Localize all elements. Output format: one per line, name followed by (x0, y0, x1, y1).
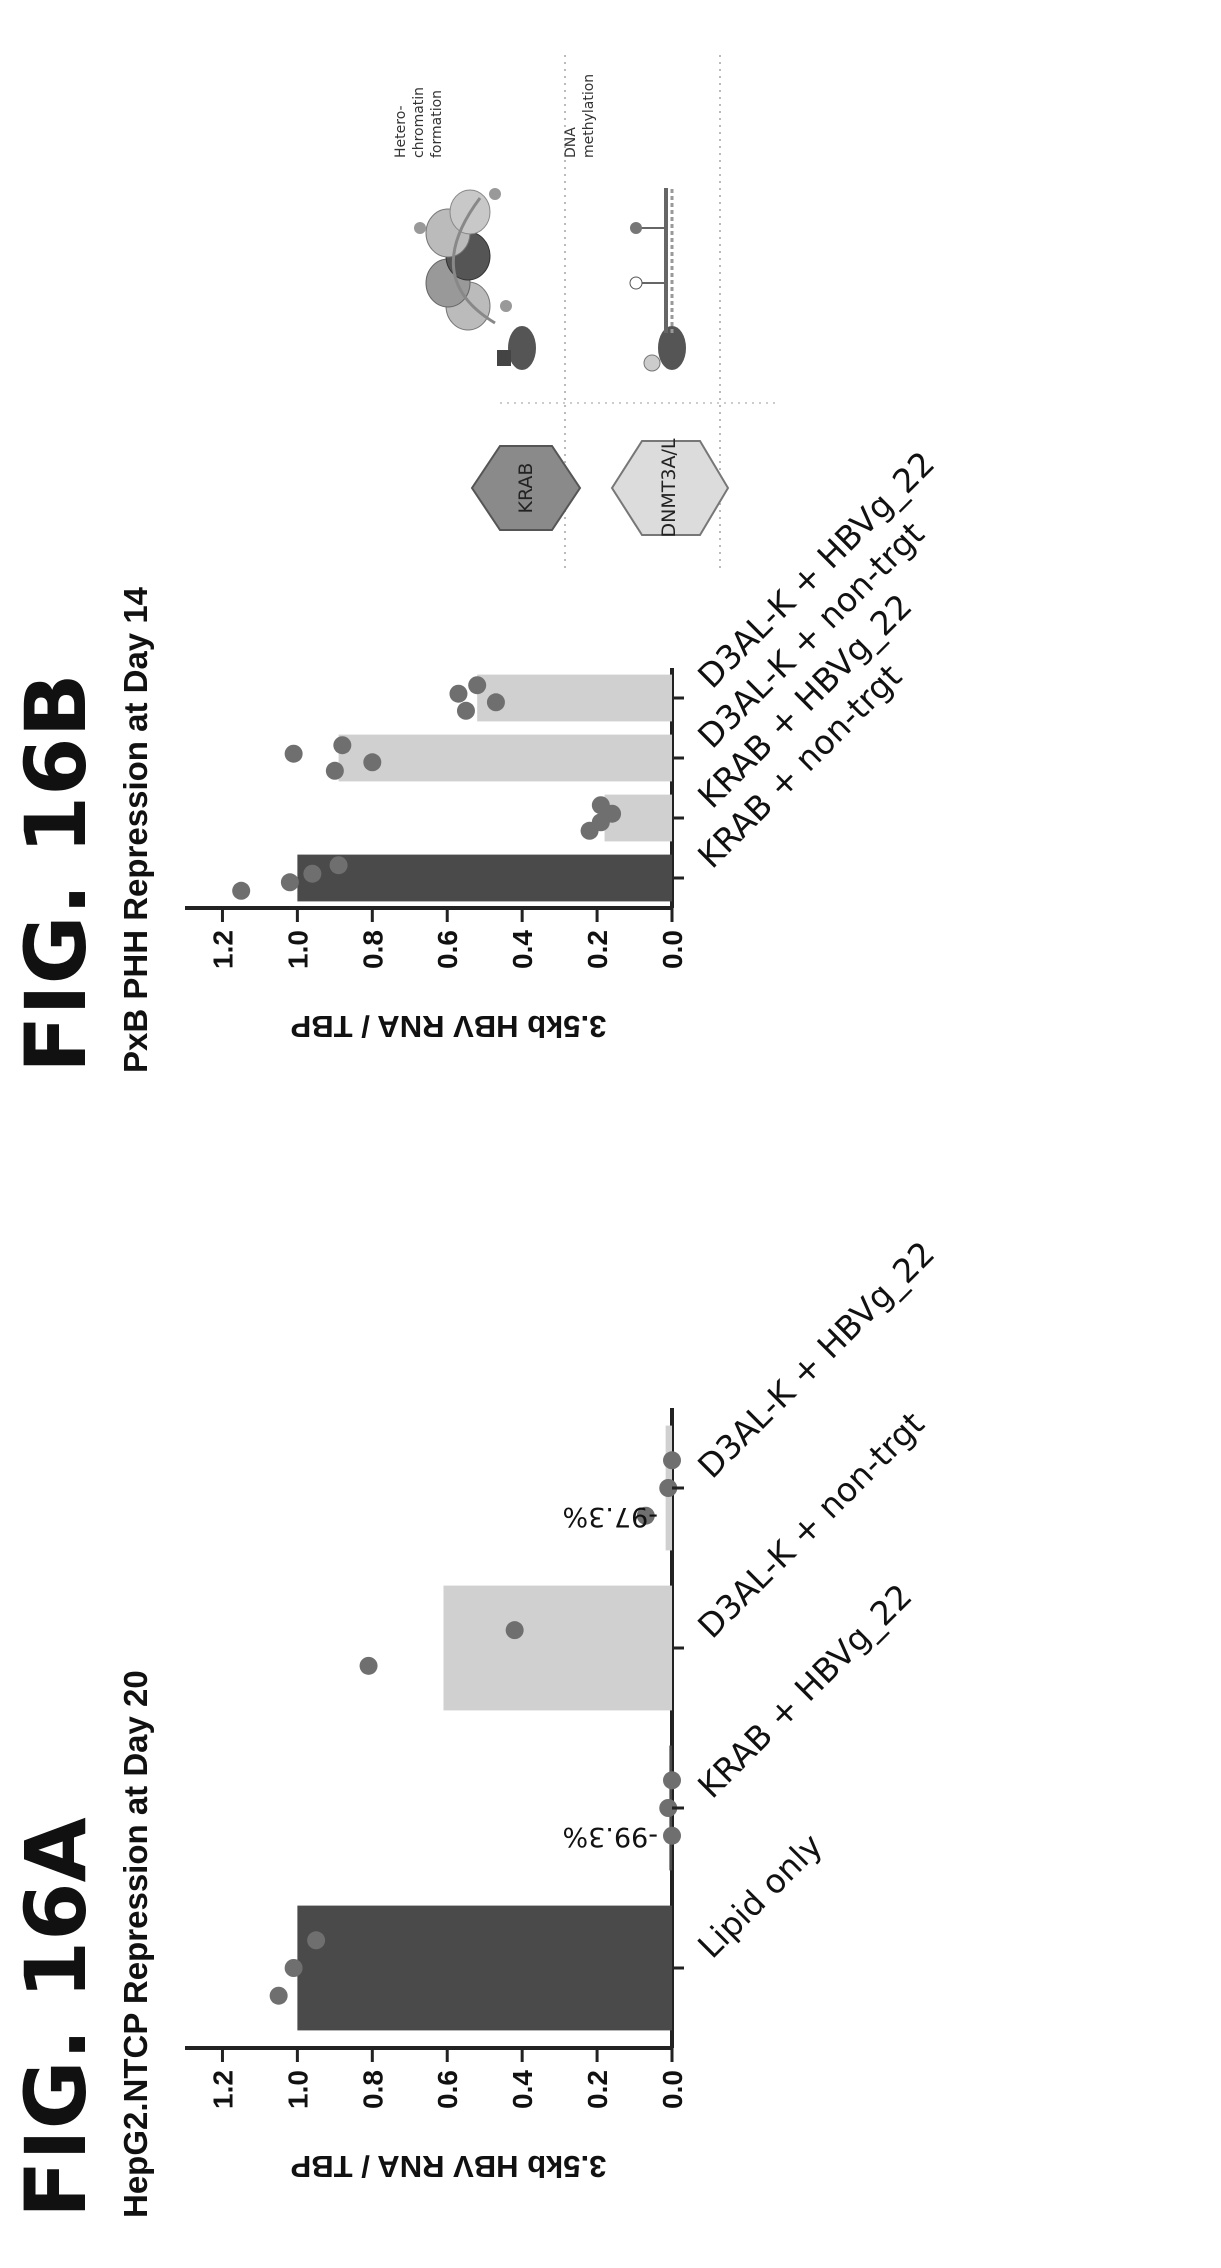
chart-b-data-point (280, 873, 299, 892)
chart-a-y-axis-label: 3.5kb HBV RNA / TBP (291, 2149, 607, 2184)
mechanism-legend: KRAB DNMT3A/L Hetero-chromatin formation (393, 53, 780, 568)
chart-b-data-point (329, 856, 348, 875)
chart-a-data-point (659, 1799, 678, 1817)
chart-b: 0.0 0.2 0.4 0.6 0.8 1.0 1.2 3.5kb HBV RNA / TBP… (185, 444, 942, 1044)
chart-b-ytick-label: 0.2 (582, 930, 613, 969)
chart-a-ytick-label: 0.6 (432, 2070, 463, 2109)
chart-b-data-point (232, 881, 251, 900)
chart-b-ytick-label: 0.8 (357, 930, 388, 969)
dnmt3a-domain-icon: DNMT3A/L (610, 438, 730, 537)
chart-a-ytick-label: 0.4 (507, 2070, 538, 2109)
chart-b-bar (604, 794, 672, 842)
heterochromatin-icon: Hetero-chromatin formation (393, 87, 536, 370)
panel-a-title: HepG2.NTCP Repression at Day 20 (117, 1670, 154, 2218)
chart-a-percent-annotation: -99.3% (562, 1821, 658, 1852)
chart-b-category-label: D3AL-K + HBVg_22 (690, 444, 942, 696)
chart-b-data-point (456, 701, 475, 720)
chart-b-bar (477, 674, 673, 722)
panel-b-title: PxB PHH Repression at Day 14 (117, 586, 154, 1073)
chart-a-bar (297, 1905, 672, 2031)
chart-b-data-point (325, 761, 344, 780)
chart-b-data-point (486, 693, 505, 712)
chart-b-data-point (363, 753, 382, 772)
dna-methylation-label: DNA methylation (563, 74, 597, 158)
chart-b-ytick-label: 0.0 (657, 930, 688, 969)
chart-a-data-point (269, 1986, 288, 2005)
chart-a-data-point (663, 1771, 681, 1790)
chart-a-category-label: Lipid only (690, 1826, 830, 1966)
chart-a-bar (443, 1585, 672, 1711)
chart-b-ytick-label: 0.6 (432, 930, 463, 969)
chart-b-data-point (284, 744, 303, 763)
chart-b-data-point (303, 864, 322, 883)
chart-b-bar (338, 734, 672, 782)
chart-b-y-axis-label: 3.5kb HBV RNA / TBP (291, 1009, 607, 1044)
fig-16b-label: FIG. 16B (7, 673, 105, 1073)
chart-a-data-point (663, 1826, 681, 1845)
chart-a-percent-annotation: -97.3% (562, 1501, 658, 1532)
krab-domain-icon: KRAB (470, 445, 582, 531)
chart-a-ytick-label: 0.0 (657, 2070, 688, 2109)
chart-b-ytick-label: 1.2 (207, 930, 238, 969)
chart-b-data-point (468, 676, 487, 695)
chart-a-data-point (663, 1451, 681, 1470)
chart-a-ytick-label: 0.8 (357, 2070, 388, 2109)
chart-a-data-point (284, 1959, 303, 1977)
chart-b-data-point (449, 684, 468, 703)
chart-a: 0.0 0.2 0.4 0.6 0.8 1.0 1.2 3.5kb HBV RNA / TBP… (185, 1234, 942, 2184)
chart-b-ytick-label: 0.4 (507, 930, 538, 969)
dna-methylation-icon: DNA methylation (563, 74, 686, 372)
chart-b-data-point (591, 796, 610, 815)
chart-a-data-point (636, 1506, 655, 1525)
chart-b-data-point (333, 736, 352, 755)
heterochromatin-label: Hetero-chromatin formation (393, 87, 445, 158)
dnmt3a-domain-label: DNMT3A/L (658, 438, 680, 537)
chart-b-bar (297, 854, 672, 902)
chart-a-data-point (659, 1479, 678, 1497)
chart-a-data-point (307, 1931, 326, 1950)
krab-domain-label: KRAB (515, 463, 537, 514)
chart-a-data-point (505, 1621, 524, 1640)
chart-b-ytick-label: 1.0 (282, 930, 313, 969)
chart-a-ytick-label: 1.0 (282, 2070, 313, 2109)
chart-a-data-point (359, 1656, 378, 1675)
chart-a-ytick-label: 1.2 (207, 2070, 238, 2109)
chart-a-ytick-label: 0.2 (582, 2070, 613, 2109)
fig-16a-label: FIG. 16A (7, 1817, 105, 2218)
